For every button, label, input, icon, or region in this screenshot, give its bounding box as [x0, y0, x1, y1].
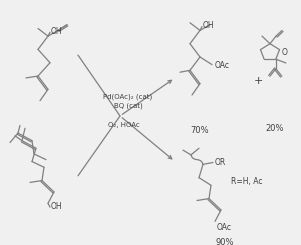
Text: +: +: [253, 76, 263, 86]
Text: 90%: 90%: [216, 238, 234, 245]
Text: 70%: 70%: [191, 126, 209, 135]
Text: R=H, Ac: R=H, Ac: [231, 177, 262, 186]
Text: Pd(OAc)₂ (cat): Pd(OAc)₂ (cat): [103, 94, 153, 100]
Text: OR: OR: [215, 158, 226, 167]
Text: OH: OH: [51, 27, 63, 36]
Text: 20%: 20%: [266, 124, 284, 133]
Text: OH: OH: [203, 21, 215, 30]
Text: OAc: OAc: [217, 223, 232, 232]
Text: BQ (cat): BQ (cat): [113, 102, 142, 109]
Text: O₂, HOAc: O₂, HOAc: [108, 122, 140, 128]
Text: O: O: [282, 48, 288, 57]
Text: OAc: OAc: [215, 61, 230, 70]
Text: OH: OH: [51, 202, 63, 211]
